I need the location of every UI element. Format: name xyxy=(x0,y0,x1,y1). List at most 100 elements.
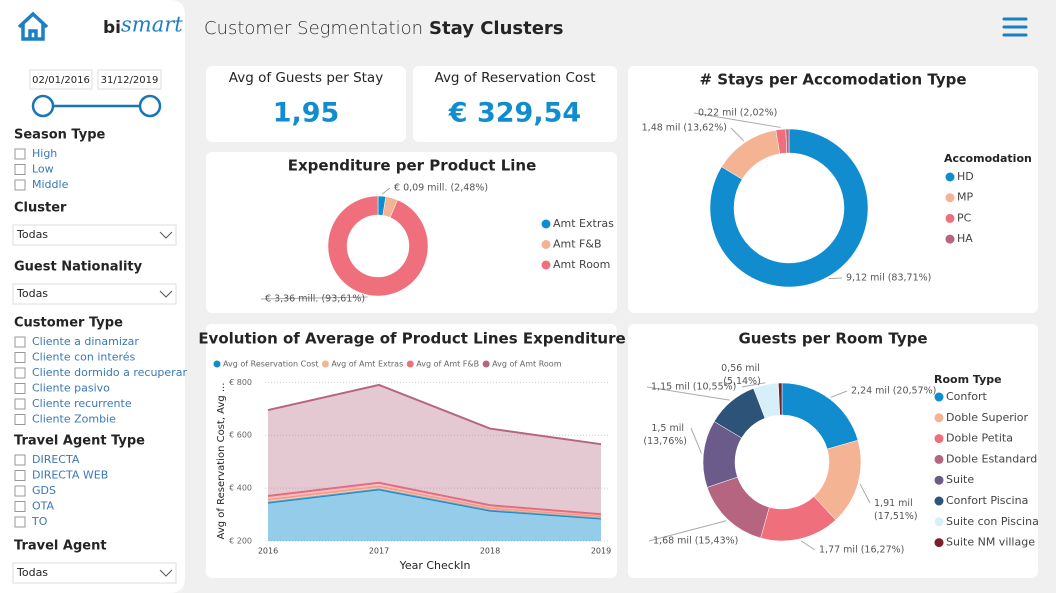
date-box[interactable] xyxy=(29,69,93,90)
filter-option: DIRECTA xyxy=(32,453,80,466)
slider-handle[interactable] xyxy=(31,94,55,118)
filter-option: OTA xyxy=(32,500,55,513)
checkbox[interactable] xyxy=(14,454,26,466)
checkbox[interactable] xyxy=(14,367,26,379)
legend-label: Confort Piscina xyxy=(946,494,1028,507)
filter-option: GDS xyxy=(32,484,56,497)
menu-icon[interactable] xyxy=(1002,17,1028,37)
legend-swatch xyxy=(934,517,944,527)
legend-swatch xyxy=(482,360,490,368)
label-line: 1,5 mil xyxy=(651,423,687,434)
slider-handle[interactable] xyxy=(138,94,162,118)
filter-title: Travel Agent Type xyxy=(14,434,145,449)
leader-line xyxy=(741,382,766,388)
checkbox[interactable] xyxy=(14,414,26,425)
checkbox[interactable] xyxy=(14,352,26,363)
dropdown[interactable] xyxy=(12,562,177,584)
legend-swatch xyxy=(541,219,551,229)
date-from: 02/01/2016 xyxy=(32,75,90,86)
chart-title: Expenditure per Product Line xyxy=(288,157,537,175)
data-label: 2,24 mil (20,57%) xyxy=(851,386,936,397)
dropdown-chevron xyxy=(159,231,173,239)
checkbox[interactable] xyxy=(14,164,26,175)
leader-line xyxy=(859,483,871,504)
data-label: 1,48 mil (13,62%) xyxy=(642,123,727,134)
title-light: Customer Segmentation xyxy=(204,18,423,39)
filter-option: Low xyxy=(32,163,54,176)
donut-slice xyxy=(327,195,429,297)
legend-label: Avg of Reservation Cost xyxy=(223,360,318,369)
filter-option: Cliente dormido a recuperar xyxy=(32,366,187,379)
leader-line xyxy=(800,540,816,551)
line xyxy=(267,485,602,518)
data-label: 1,5 mil (13,76%) xyxy=(643,423,687,447)
y-axis-label: Avg of Reservation Cost, Avg ... xyxy=(216,383,227,540)
legend-swatch xyxy=(934,454,944,464)
filter-option: Cliente con interés xyxy=(32,351,136,364)
title-bold: Stay Clusters xyxy=(429,18,563,39)
kpi-label: Avg of Guests per Stay xyxy=(229,70,383,86)
checkbox[interactable] xyxy=(14,501,26,512)
checkbox[interactable] xyxy=(14,336,26,348)
filter-option: Cliente Zombie xyxy=(32,413,116,426)
legend-swatch xyxy=(945,172,955,182)
data-label: € 3,36 mill. (93,61%) xyxy=(265,294,365,305)
label-line: 0,56 mil xyxy=(721,363,763,374)
filter-title: Guest Nationality xyxy=(14,260,143,275)
date-box[interactable] xyxy=(97,69,162,90)
dropdown[interactable] xyxy=(12,224,177,246)
leader-line xyxy=(260,296,368,300)
page-title: Customer Segmentation Stay Clusters xyxy=(204,18,564,39)
legend-label: Confort xyxy=(946,390,988,403)
legend-label: PC xyxy=(957,211,972,224)
leader-line xyxy=(381,187,391,195)
checkbox[interactable] xyxy=(14,383,26,394)
x-tick-label: 2019 xyxy=(591,547,611,556)
legend-swatch xyxy=(945,193,955,203)
dropdown-value: Todas xyxy=(16,287,48,300)
y-tick-label: € 200 xyxy=(229,537,252,546)
legend-swatch xyxy=(541,260,551,270)
legend-swatch xyxy=(213,360,221,368)
checkbox[interactable] xyxy=(14,485,26,497)
leader-line xyxy=(648,520,727,542)
filter-option: Middle xyxy=(32,178,69,191)
legend-title: Room Type xyxy=(934,373,1002,386)
filter-title: Cluster xyxy=(14,201,67,216)
y-tick-label: € 800 xyxy=(229,378,252,387)
leader-line xyxy=(828,277,843,280)
leader-line xyxy=(693,112,781,128)
checkbox[interactable] xyxy=(14,398,26,410)
home-icon[interactable] xyxy=(17,11,49,41)
legend-label: Suite con Piscina xyxy=(946,515,1039,528)
logo-suffix: smart xyxy=(121,13,183,37)
legend-label: Doble Superior xyxy=(946,411,1029,424)
logo-prefix: bi xyxy=(103,18,121,38)
legend-swatch xyxy=(945,234,955,244)
filter-option: High xyxy=(32,147,57,160)
area xyxy=(268,489,601,541)
dropdown[interactable] xyxy=(12,283,177,305)
legend-label: Suite xyxy=(946,473,974,486)
chart-title: Evolution of Average of Product Lines Ex… xyxy=(198,330,625,348)
y-tick-label: € 600 xyxy=(229,431,252,440)
dropdown-value: Todas xyxy=(16,566,48,579)
checkbox[interactable] xyxy=(14,148,26,160)
donut-slice xyxy=(785,128,790,154)
legend-swatch xyxy=(934,392,944,402)
legend-swatch xyxy=(934,496,944,506)
card xyxy=(206,66,406,142)
checkbox[interactable] xyxy=(14,516,26,528)
checkbox[interactable] xyxy=(14,179,26,191)
legend-swatch xyxy=(541,240,551,249)
kpi-label: Avg of Reservation Cost xyxy=(435,70,596,86)
leader-line xyxy=(830,390,848,398)
checkbox[interactable] xyxy=(14,470,26,481)
x-tick-label: 2017 xyxy=(369,547,389,556)
legend-title: Accomodation xyxy=(944,152,1032,165)
card xyxy=(628,66,1038,313)
dropdown-chevron xyxy=(159,290,173,298)
legend-label: Avg of Amt Room xyxy=(492,360,562,369)
donut-slice xyxy=(709,128,869,288)
